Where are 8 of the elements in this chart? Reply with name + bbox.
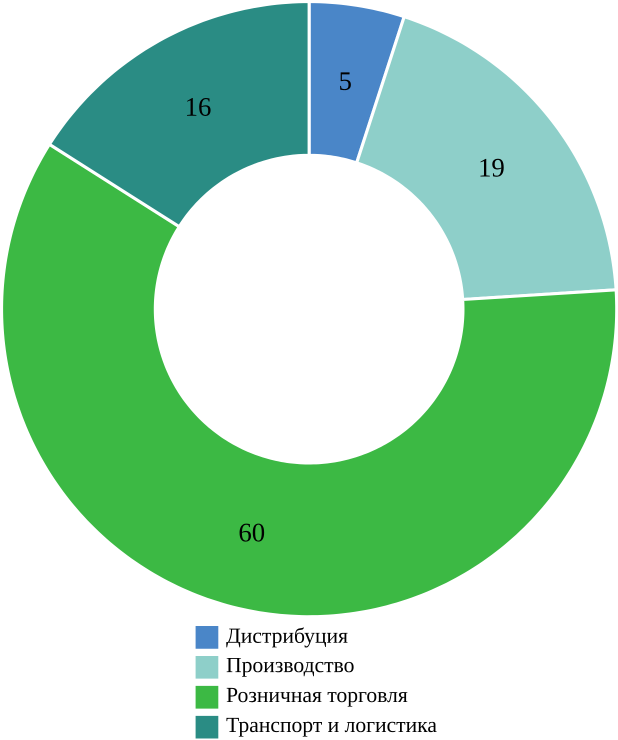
legend-label: Дистрибуция xyxy=(226,627,348,648)
legend-label: Транспорт и логистика xyxy=(226,718,437,737)
data-label: 5 xyxy=(340,72,351,90)
data-label: 16 xyxy=(186,98,210,116)
data-label: 60 xyxy=(239,524,264,542)
legend-label: Производство xyxy=(226,658,354,677)
legend-label: Розничная торговля xyxy=(226,688,408,707)
data-label: 19 xyxy=(480,158,504,177)
